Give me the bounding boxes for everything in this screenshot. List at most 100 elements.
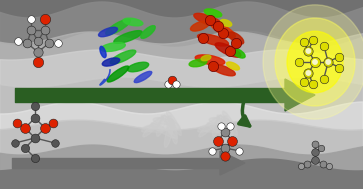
Ellipse shape <box>127 62 149 72</box>
Point <box>227 124 232 127</box>
Ellipse shape <box>153 118 171 124</box>
Point <box>35 50 41 53</box>
Ellipse shape <box>217 115 236 129</box>
Point <box>312 60 318 64</box>
Point <box>217 124 223 127</box>
Ellipse shape <box>170 121 178 144</box>
Point <box>306 50 311 53</box>
Ellipse shape <box>100 46 106 58</box>
Ellipse shape <box>102 58 120 66</box>
Point <box>22 126 28 129</box>
Ellipse shape <box>211 64 235 76</box>
Point <box>321 77 327 80</box>
Point <box>12 142 18 145</box>
Ellipse shape <box>227 62 240 70</box>
Point <box>29 18 34 21</box>
Point <box>306 50 311 53</box>
Point <box>222 130 228 133</box>
Ellipse shape <box>223 111 237 136</box>
Ellipse shape <box>134 71 152 83</box>
Point <box>295 60 301 64</box>
Point <box>173 83 179 86</box>
Ellipse shape <box>101 43 125 51</box>
Point <box>215 139 221 142</box>
Point <box>312 60 318 64</box>
Point <box>336 66 342 69</box>
Point <box>210 64 216 67</box>
Ellipse shape <box>156 115 166 136</box>
Ellipse shape <box>191 21 209 31</box>
Ellipse shape <box>223 115 229 133</box>
Polygon shape <box>285 79 315 111</box>
Point <box>320 163 326 166</box>
Ellipse shape <box>275 18 355 106</box>
Ellipse shape <box>220 120 230 147</box>
Point <box>207 19 213 22</box>
Point <box>312 159 318 162</box>
Ellipse shape <box>114 31 142 43</box>
Point <box>220 32 226 35</box>
Ellipse shape <box>189 59 207 67</box>
Ellipse shape <box>123 18 143 26</box>
Point <box>301 41 307 44</box>
Point <box>325 60 331 64</box>
Point <box>310 39 316 42</box>
Ellipse shape <box>212 115 222 136</box>
Point <box>35 40 41 43</box>
Point <box>298 165 303 168</box>
Ellipse shape <box>167 111 182 136</box>
Point <box>209 149 215 152</box>
Ellipse shape <box>228 32 244 44</box>
Ellipse shape <box>141 26 155 38</box>
Point <box>318 146 323 149</box>
Point <box>227 50 233 53</box>
Ellipse shape <box>287 31 343 93</box>
Point <box>32 136 38 139</box>
Ellipse shape <box>231 48 245 58</box>
Point <box>35 60 41 64</box>
Point <box>42 29 48 32</box>
Point <box>55 42 61 45</box>
Point <box>169 78 175 81</box>
Point <box>229 139 235 142</box>
Point <box>306 71 311 74</box>
Point <box>165 83 171 86</box>
Point <box>42 18 48 21</box>
Ellipse shape <box>107 66 129 82</box>
Ellipse shape <box>263 5 363 119</box>
Point <box>310 82 316 85</box>
Point <box>301 80 307 83</box>
Ellipse shape <box>161 115 180 129</box>
Point <box>312 150 318 153</box>
Point <box>306 71 311 74</box>
Point <box>42 126 48 129</box>
Point <box>200 36 206 40</box>
Point <box>15 40 21 43</box>
Ellipse shape <box>195 55 225 65</box>
Ellipse shape <box>207 123 232 138</box>
Ellipse shape <box>201 55 211 61</box>
Ellipse shape <box>142 124 159 132</box>
Point <box>312 143 318 146</box>
Ellipse shape <box>106 19 130 35</box>
Ellipse shape <box>143 117 163 137</box>
Point <box>50 122 56 125</box>
Point <box>326 165 332 168</box>
Point <box>29 29 34 32</box>
Point <box>336 55 342 58</box>
Ellipse shape <box>197 124 215 132</box>
Ellipse shape <box>98 27 118 37</box>
Polygon shape <box>220 151 245 175</box>
Ellipse shape <box>110 50 136 64</box>
Point <box>14 122 20 125</box>
Ellipse shape <box>199 117 219 137</box>
Ellipse shape <box>167 115 173 133</box>
Point <box>222 146 228 149</box>
Point <box>321 44 327 47</box>
Ellipse shape <box>166 124 177 139</box>
Point <box>24 42 30 45</box>
Point <box>222 155 228 158</box>
Point <box>22 146 28 149</box>
Ellipse shape <box>143 126 166 132</box>
Point <box>32 156 38 160</box>
